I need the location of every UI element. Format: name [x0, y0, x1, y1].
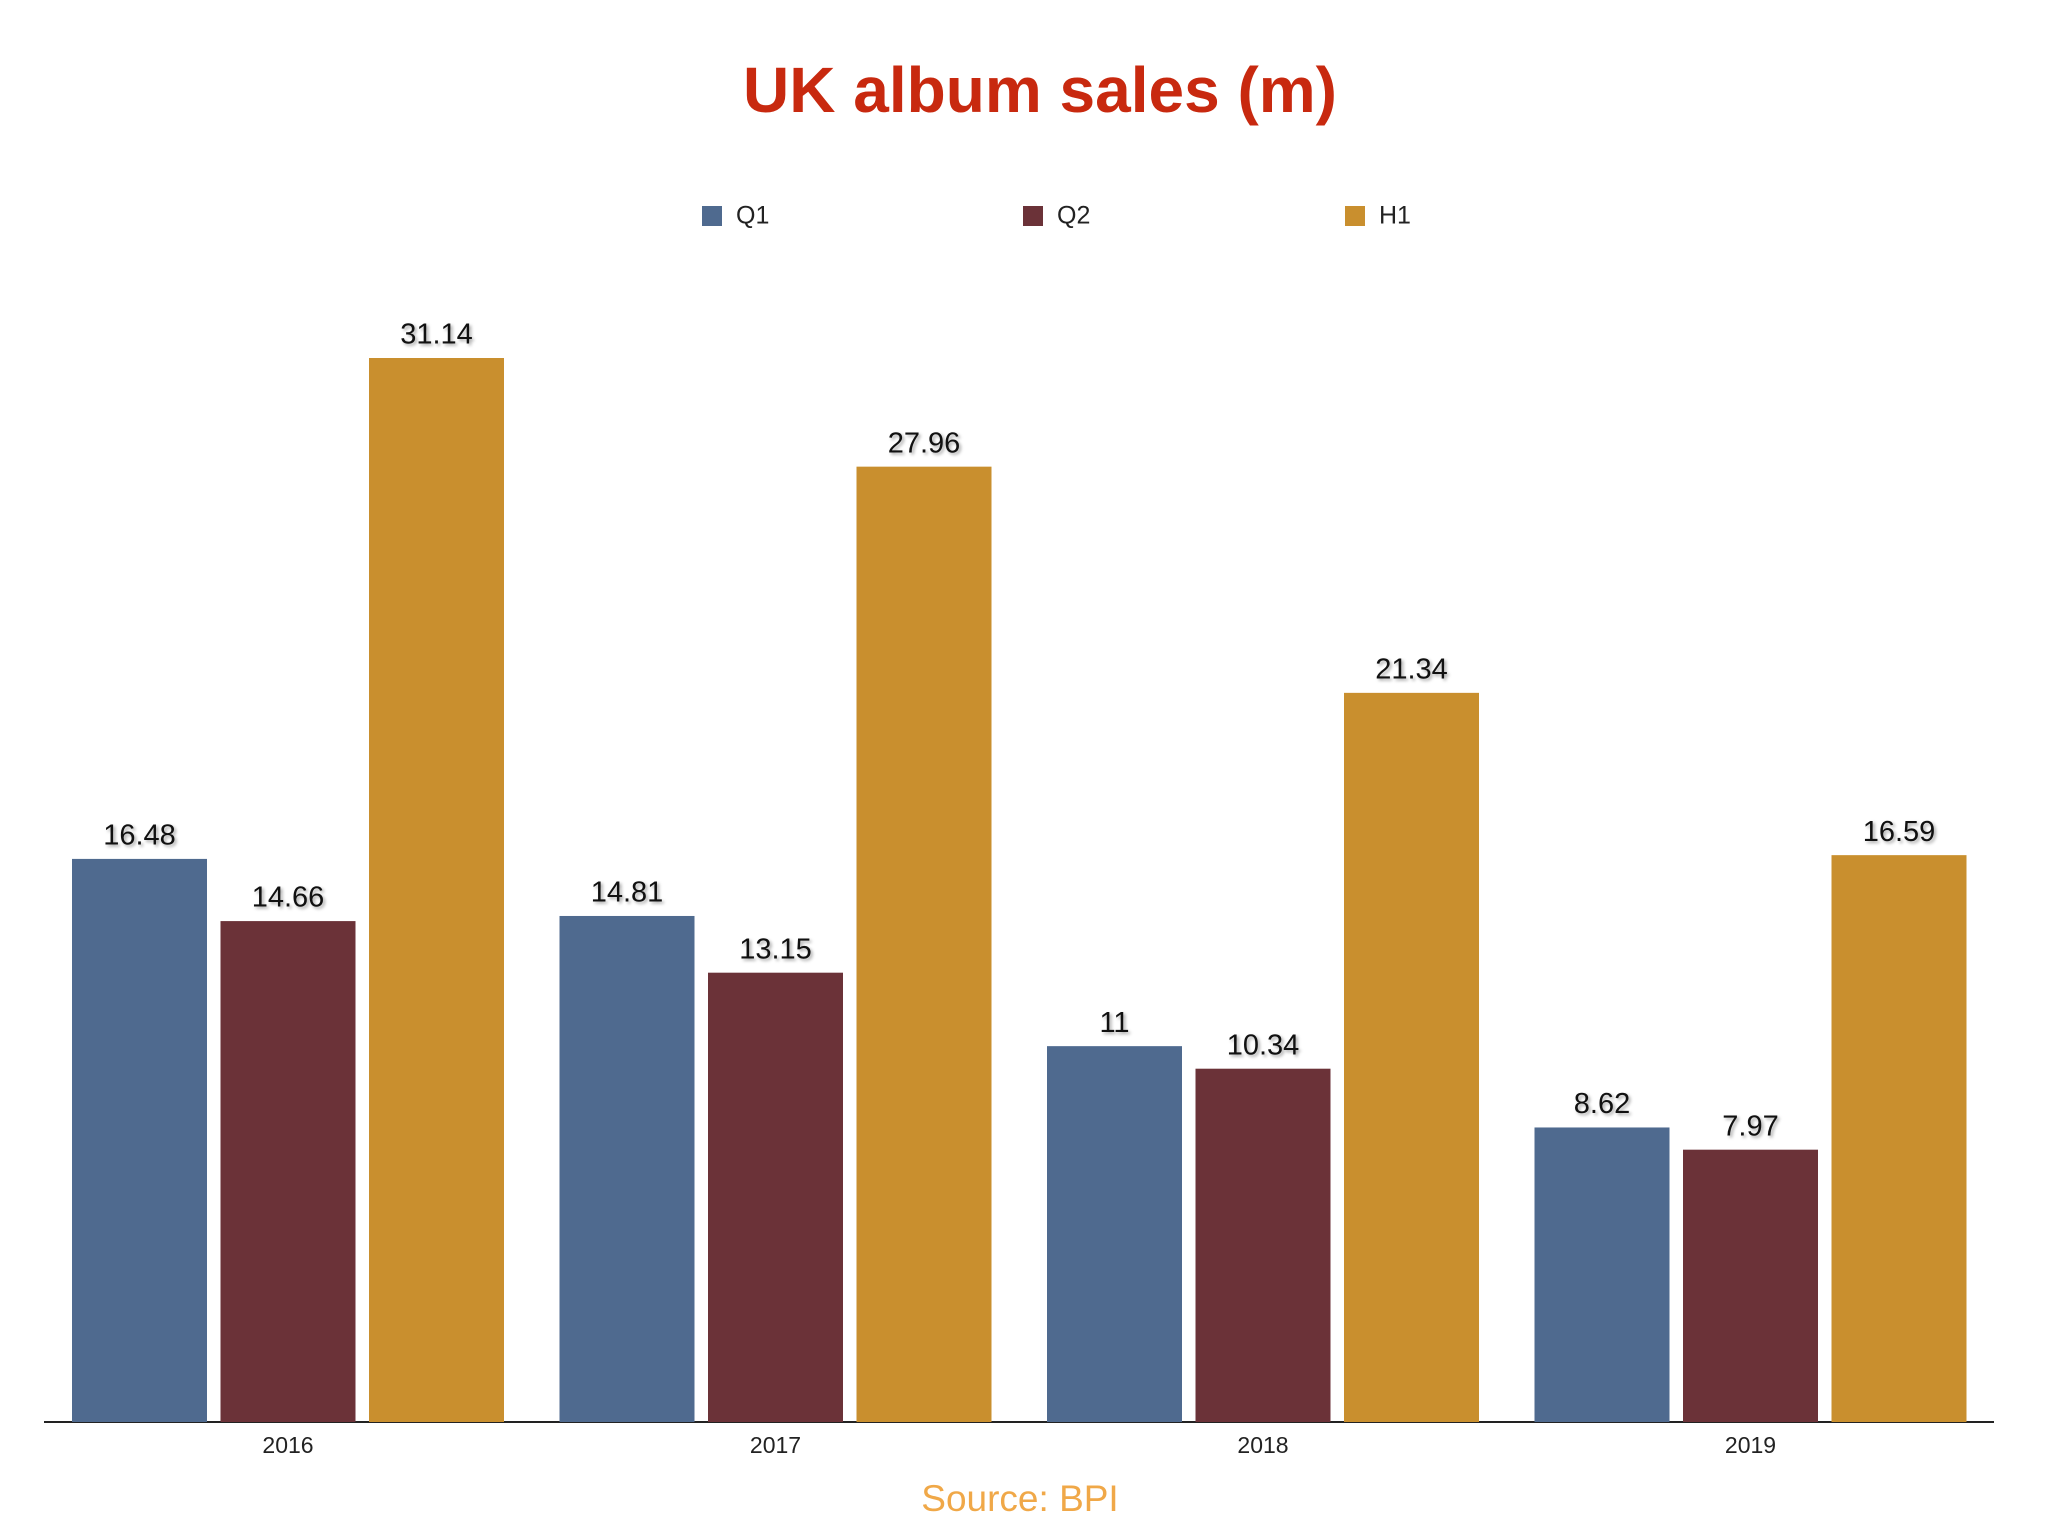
legend-label: Q2 [1057, 202, 1090, 230]
legend-swatch [1023, 206, 1043, 226]
bar [1047, 1046, 1182, 1422]
chart-title: UK album sales (m) [743, 54, 1337, 126]
x-tick-label: 2019 [1725, 1432, 1776, 1458]
value-label: 13.15 [739, 933, 812, 965]
legend-label: H1 [1379, 202, 1411, 230]
x-tick-label: 2018 [1237, 1432, 1288, 1458]
legend-swatch [1345, 206, 1365, 226]
value-label: 7.97 [1722, 1110, 1778, 1142]
value-label: 27.96 [888, 427, 961, 459]
source-note: Source: BPI [921, 1478, 1118, 1519]
x-tick-label: 2016 [262, 1432, 313, 1458]
x-tick-label: 2017 [750, 1432, 801, 1458]
value-label: 14.81 [591, 877, 664, 909]
bar [1683, 1149, 1818, 1422]
legend-label: Q1 [736, 202, 769, 230]
bar [72, 858, 207, 1422]
legend-swatch [702, 206, 722, 226]
bar [369, 358, 504, 1422]
bar [856, 466, 992, 1422]
bar [220, 921, 356, 1422]
value-label: 16.48 [103, 820, 176, 852]
bar [708, 972, 843, 1422]
value-label: 11 [1099, 1007, 1129, 1039]
bar [1344, 692, 1479, 1422]
bar [1195, 1068, 1331, 1422]
value-label: 10.34 [1227, 1029, 1300, 1061]
value-label: 21.34 [1375, 654, 1448, 686]
value-label: 8.62 [1574, 1088, 1630, 1120]
bar [1831, 855, 1967, 1422]
value-label: 31.14 [400, 319, 473, 351]
bar [1534, 1127, 1670, 1422]
value-label: 14.66 [252, 882, 325, 914]
value-label: 16.59 [1863, 816, 1936, 848]
bar [559, 915, 695, 1422]
